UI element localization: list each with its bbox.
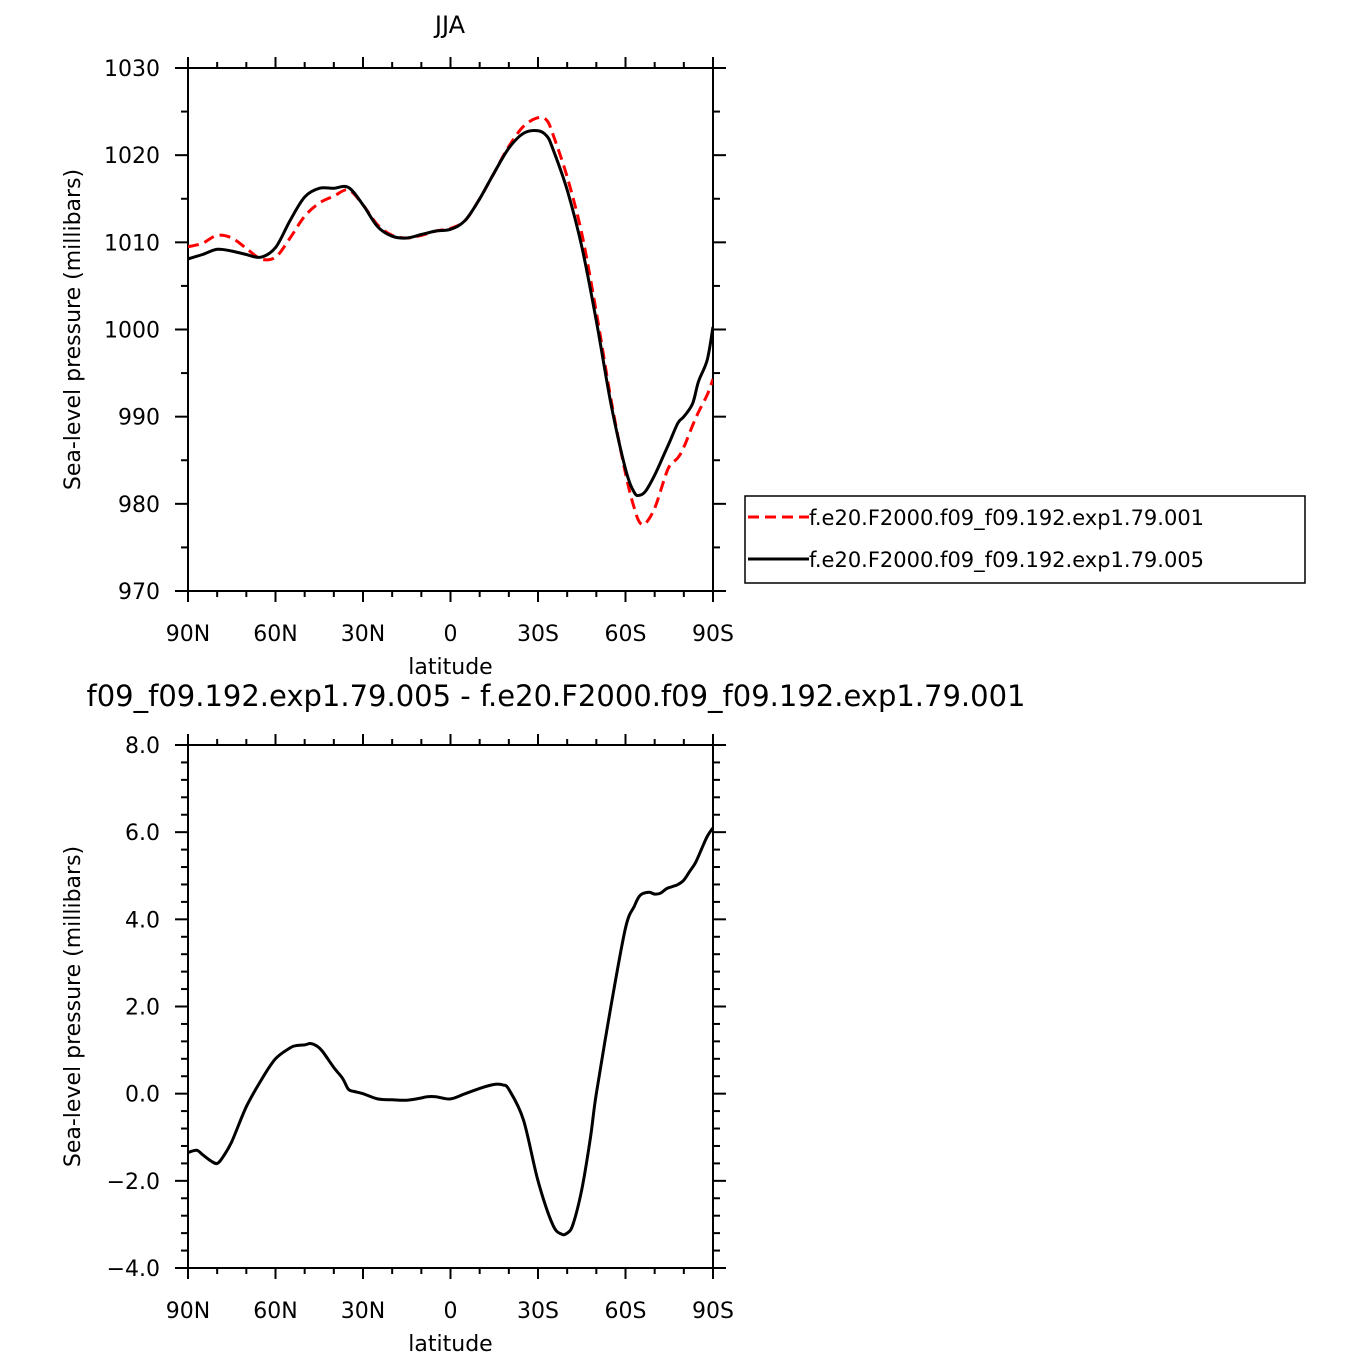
series-line-2 [188,129,713,498]
y-tick-label: 8.0 [125,734,160,759]
x-tick-label: 90N [166,1299,210,1324]
legend: f.e20.F2000.f09_f09.192.exp1.79.001 f.e20… [744,495,1306,584]
x-tick-label: 30N [341,622,385,647]
y-tick-label: 0.0 [125,1083,160,1108]
x-axis: 90N 60N 30N 0 30S 60S 90S latitude [166,57,734,680]
plot-frame [187,67,714,592]
x-axis-label: latitude [408,655,492,680]
chart-panel-1: JJA 90N 60N 30N 0 30S 60S 90S latitude 970 980 990 1… [61,11,1306,680]
y-axis: 970 980 990 1000 1010 1020 1030 Sea-level press… [61,57,726,605]
y-tick-label: 1010 [104,231,160,256]
x-tick-label: 30S [517,622,559,647]
legend-box [744,495,1306,584]
x-tick-label: 60N [253,1299,297,1324]
y-tick-label: 970 [118,580,160,605]
legend-label: f.e20.F2000.f09_f09.192.exp1.79.005 [809,548,1204,573]
x-tick-label: 90N [166,622,210,647]
y-tick-label: 980 [118,493,160,518]
y-axis-label: Sea-level pressure (millibars) [61,169,86,490]
y-axis: −4.0 −2.0 0.0 2.0 4.0 6.0 8.0 Sea-level pressur… [61,734,726,1282]
y-tick-label: 6.0 [125,821,160,846]
y-tick-label: −4.0 [107,1257,160,1282]
x-tick-label: 0 [444,1299,458,1324]
x-axis-label: latitude [408,1332,492,1357]
y-tick-label: −2.0 [107,1170,160,1195]
y-tick-label: 4.0 [125,908,160,933]
x-tick-label: 30N [341,1299,385,1324]
x-tick-label: 0 [444,622,458,647]
y-tick-label: 1020 [104,144,160,169]
y-tick-label: 1030 [104,57,160,82]
chart-title: JJA [433,11,466,39]
x-axis: 90N 60N 30N 0 30S 60S 90S latitude [166,734,734,1357]
y-tick-label: 1000 [104,319,160,344]
y-tick-label: 2.0 [125,996,160,1021]
series-line-1 [188,826,713,1237]
y-axis-label: Sea-level pressure (millibars) [61,846,86,1167]
series-line-1 [188,115,713,527]
chart-title: f09_f09.192.exp1.79.005 - f.e20.F2000.f0… [87,679,1026,713]
x-tick-label: 30S [517,1299,559,1324]
chart-panel-2: f09_f09.192.exp1.79.005 - f.e20.F2000.f0… [61,679,1026,1357]
x-tick-label: 60N [253,622,297,647]
plot-frame [187,744,714,1269]
x-tick-label: 90S [692,622,734,647]
x-tick-label: 60S [605,1299,647,1324]
legend-label: f.e20.F2000.f09_f09.192.exp1.79.001 [809,506,1204,531]
y-tick-label: 990 [118,406,160,431]
x-tick-label: 90S [692,1299,734,1324]
x-tick-label: 60S [605,622,647,647]
